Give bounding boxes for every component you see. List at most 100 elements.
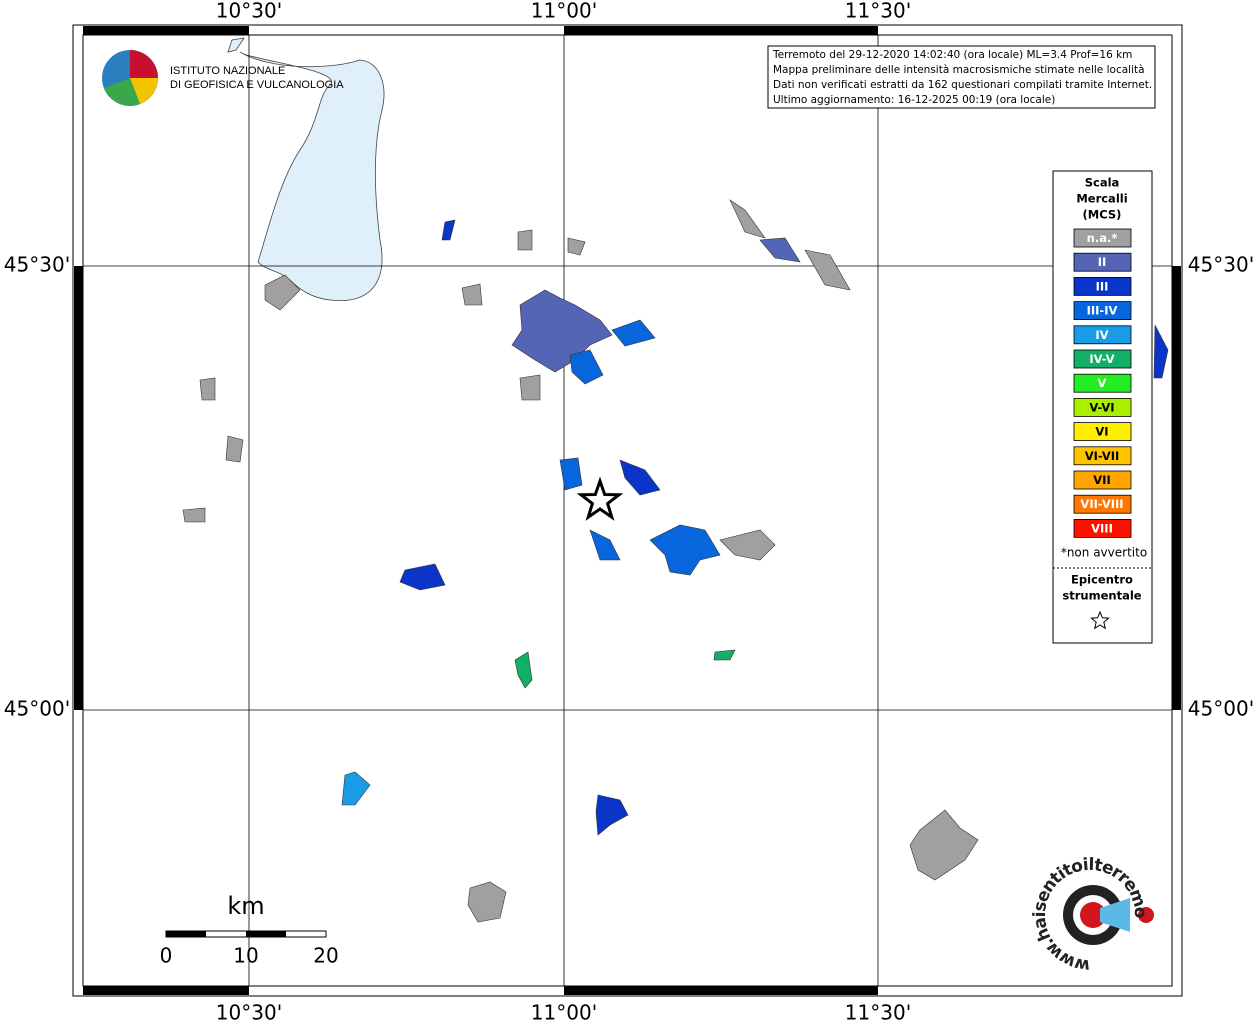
coord-label: 11°00' bbox=[531, 0, 597, 23]
lake bbox=[227, 37, 385, 302]
coord-label: 45°30' bbox=[1188, 253, 1254, 277]
area bbox=[341, 771, 371, 806]
legend-swatch bbox=[1073, 301, 1132, 321]
legend: ScalaMercalli(MCS)n.a.*IIIIIIII-IVIVIV-V… bbox=[1061, 176, 1147, 603]
area bbox=[729, 199, 851, 291]
coord-label: 11°30' bbox=[845, 1001, 911, 1025]
area bbox=[619, 459, 661, 496]
frame-bars bbox=[74, 26, 1181, 995]
area bbox=[514, 651, 533, 689]
scale-unit: km bbox=[227, 892, 264, 920]
scale-bar-seg bbox=[166, 931, 206, 937]
scale-tick: 0 bbox=[160, 944, 173, 968]
frame-bar bbox=[1172, 266, 1181, 710]
legend-title: (MCS) bbox=[1083, 208, 1122, 222]
legend-swatch bbox=[1073, 228, 1132, 248]
legend-swatch bbox=[1073, 422, 1132, 442]
coord-label: 11°00' bbox=[531, 1001, 597, 1025]
coord-label: 45°00' bbox=[1188, 697, 1254, 721]
legend-label: V-VI bbox=[1089, 400, 1114, 414]
frame-bar bbox=[83, 26, 249, 35]
area bbox=[559, 457, 583, 491]
area bbox=[713, 649, 736, 661]
info-line: Ultimo aggiornamento: 16-12-2025 00:19 (… bbox=[773, 94, 1055, 106]
area bbox=[511, 289, 613, 373]
logo-globe-part bbox=[130, 78, 158, 104]
logo-globe-part bbox=[104, 78, 140, 106]
legend-label: V bbox=[1098, 376, 1107, 390]
legend-swatch bbox=[1073, 276, 1132, 296]
frame-bar bbox=[74, 266, 83, 710]
legend-swatch bbox=[1073, 252, 1132, 272]
legend-label: VI-VII bbox=[1085, 449, 1120, 463]
grid bbox=[83, 35, 1172, 986]
area bbox=[589, 529, 621, 561]
area bbox=[595, 794, 629, 836]
site-logo-dot bbox=[1138, 907, 1154, 923]
legend-epicenter: strumentale bbox=[1062, 589, 1141, 603]
legend-swatch bbox=[1073, 494, 1132, 514]
area bbox=[569, 349, 604, 385]
logo-text: DI GEOFISICA E VULCANOLOGIA bbox=[170, 79, 344, 91]
legend-swatch bbox=[1073, 397, 1132, 417]
info-line: Dati non verificati estratti da 162 ques… bbox=[773, 79, 1152, 91]
area bbox=[719, 529, 776, 561]
info-text: Terremoto del 29-12-2020 14:02:40 (ora l… bbox=[772, 49, 1152, 106]
area bbox=[1153, 324, 1169, 379]
legend-label: VII-VIII bbox=[1080, 497, 1123, 511]
legend-label: IV bbox=[1095, 328, 1108, 342]
logo-globe-part bbox=[130, 50, 158, 78]
area bbox=[909, 809, 979, 881]
legend-label: III-IV bbox=[1087, 304, 1118, 318]
legend-label: VII bbox=[1093, 473, 1110, 487]
scale-bar-seg bbox=[246, 931, 286, 937]
legend-swatch bbox=[1073, 349, 1132, 369]
legend-label: VI bbox=[1095, 425, 1108, 439]
area bbox=[399, 563, 446, 591]
legend-label: III bbox=[1096, 279, 1109, 293]
legend-label: VIII bbox=[1091, 521, 1113, 535]
legend-title: Mercalli bbox=[1076, 192, 1127, 206]
legend-swatch bbox=[1073, 519, 1132, 538]
legend-swatch bbox=[1073, 325, 1132, 345]
legend-swatch bbox=[1073, 373, 1132, 393]
coord-label: 45°00' bbox=[4, 697, 70, 721]
scale-tick: 10 bbox=[233, 944, 258, 968]
coord-label: 10°30' bbox=[216, 1001, 282, 1025]
municipalities bbox=[182, 199, 1169, 923]
legend-swatch bbox=[1073, 446, 1132, 466]
area bbox=[182, 229, 586, 523]
area bbox=[649, 524, 721, 576]
legend-swatch bbox=[1073, 470, 1132, 490]
legend-epicenter: Epicentro bbox=[1071, 573, 1133, 587]
coordinates: 10°30' 11°00' 11°30' 10°30' 11°00' 11°30' 45°3… bbox=[4, 0, 1254, 1025]
logo-text: ISTITUTO NAZIONALE bbox=[170, 65, 285, 77]
area bbox=[611, 319, 656, 347]
scale-tick: 20 bbox=[313, 944, 338, 968]
ingv-logo: ISTITUTO NAZIONALE DI GEOFISICA E VULCAN… bbox=[102, 50, 344, 106]
area bbox=[441, 219, 456, 241]
frame-bar bbox=[564, 26, 878, 35]
info-box bbox=[767, 45, 1156, 109]
scale-bar: km 0 10 20 bbox=[160, 892, 339, 968]
frame-inner bbox=[82, 34, 1173, 987]
legend-label: II bbox=[1098, 255, 1107, 269]
legend-star bbox=[1090, 610, 1110, 630]
coord-label: 45°30' bbox=[4, 253, 70, 277]
epicenter-star bbox=[576, 476, 624, 521]
legend-title: Scala bbox=[1085, 176, 1120, 190]
frame-bar bbox=[564, 986, 878, 995]
frame-bar bbox=[83, 986, 249, 995]
area bbox=[467, 881, 507, 923]
coord-label: 10°30' bbox=[216, 0, 282, 23]
info-line: Terremoto del 29-12-2020 14:02:40 (ora l… bbox=[772, 49, 1132, 61]
site-logo-ring bbox=[1080, 902, 1106, 928]
area bbox=[759, 237, 801, 263]
legend-label: IV-V bbox=[1089, 352, 1114, 366]
legend-label: n.a.* bbox=[1087, 231, 1118, 245]
site-logo-horn bbox=[1100, 898, 1130, 932]
info-line: Mappa preliminare delle intensità macros… bbox=[773, 64, 1145, 76]
coord-label: 11°30' bbox=[845, 0, 911, 23]
